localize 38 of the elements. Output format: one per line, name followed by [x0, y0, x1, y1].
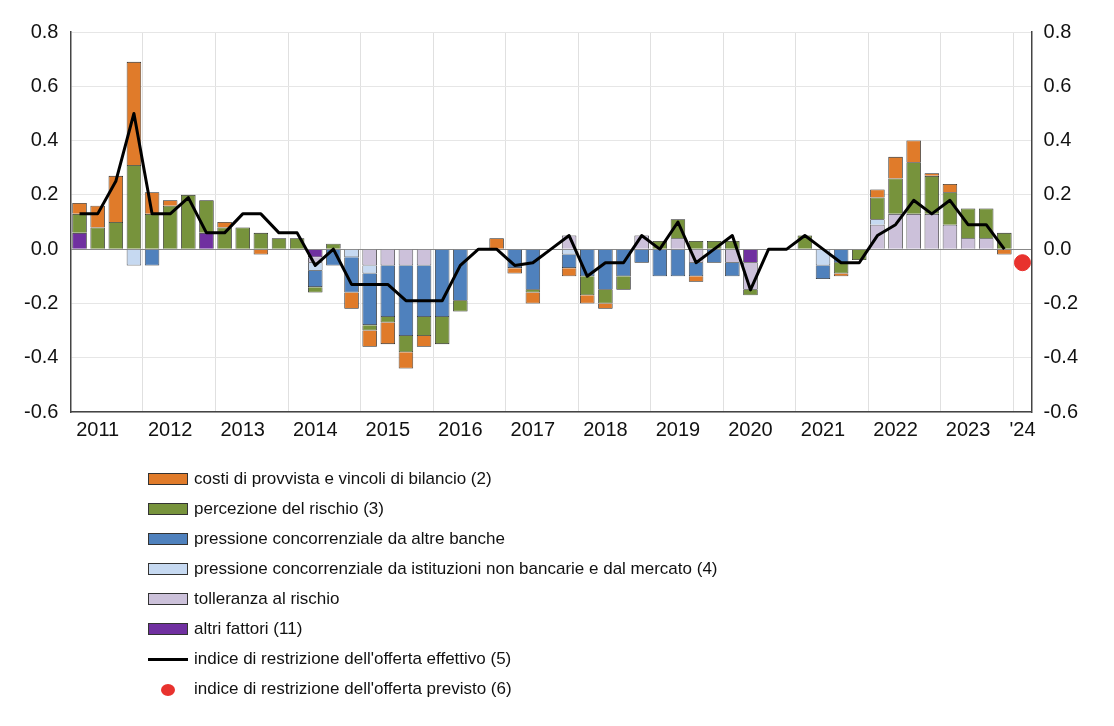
x-tick-label: 2020	[728, 417, 773, 440]
legend-label: percezione del rischio (3)	[194, 499, 384, 519]
legend-label: pressione concorrenziale da altre banche	[194, 529, 505, 549]
x-tick-label: 2011	[76, 417, 120, 440]
y-tick-label: -0.2	[23, 290, 59, 313]
y-tick-label: 0.6	[30, 73, 59, 96]
x-tick-label: 2017	[510, 417, 556, 440]
y2-tick-label: 0.0	[1043, 236, 1072, 259]
y2-tick-label: -0.4	[1043, 345, 1079, 368]
y-tick-label: 0.4	[30, 128, 59, 151]
x-tick-label: 2022	[873, 417, 918, 440]
x-tick-label: 2018	[583, 417, 628, 440]
y2-tick-label: 0.2	[1043, 182, 1072, 205]
legend-label: tolleranza al rischio	[194, 589, 340, 609]
y-tick-label: 0.2	[30, 182, 59, 205]
legend-label: pressione concorrenziale da istituzioni non bancarie e dal mercato (4)	[194, 559, 718, 579]
y-tick-label: 0.8	[30, 19, 59, 42]
x-tick-label: 2016	[438, 417, 483, 440]
y2-tick-label: 0.8	[1043, 19, 1072, 42]
y-tick-label: 0.0	[30, 236, 59, 259]
x-tick-label: 2021	[800, 417, 846, 440]
x-tick-label: 2012	[147, 417, 193, 440]
legend-label: indice di restrizione dell'offerta effettivo (5)	[194, 649, 512, 669]
x-tick-label: 2019	[655, 417, 701, 440]
legend-label: costi di provvista e vincoli di bilancio (2)	[194, 469, 492, 489]
y2-tick-label: 0.4	[1043, 128, 1072, 151]
y2-tick-label: -0.6	[1043, 399, 1079, 422]
legend-label: indice di restrizione dell'offerta previsto (6)	[194, 679, 512, 699]
y2-tick-label: 0.6	[1043, 73, 1072, 96]
x-tick-label: 2023	[945, 417, 991, 440]
x-tick-label: 2015	[365, 417, 411, 440]
x-tick-label: 2013	[220, 417, 265, 440]
x-tick-label: '24	[1009, 417, 1036, 440]
x-tick-label: 2014	[293, 417, 338, 440]
legend-label: altri fattori (11)	[194, 619, 303, 639]
y2-tick-label: -0.2	[1043, 290, 1079, 313]
y-tick-label: -0.6	[23, 399, 59, 422]
y-tick-label: -0.4	[23, 345, 59, 368]
